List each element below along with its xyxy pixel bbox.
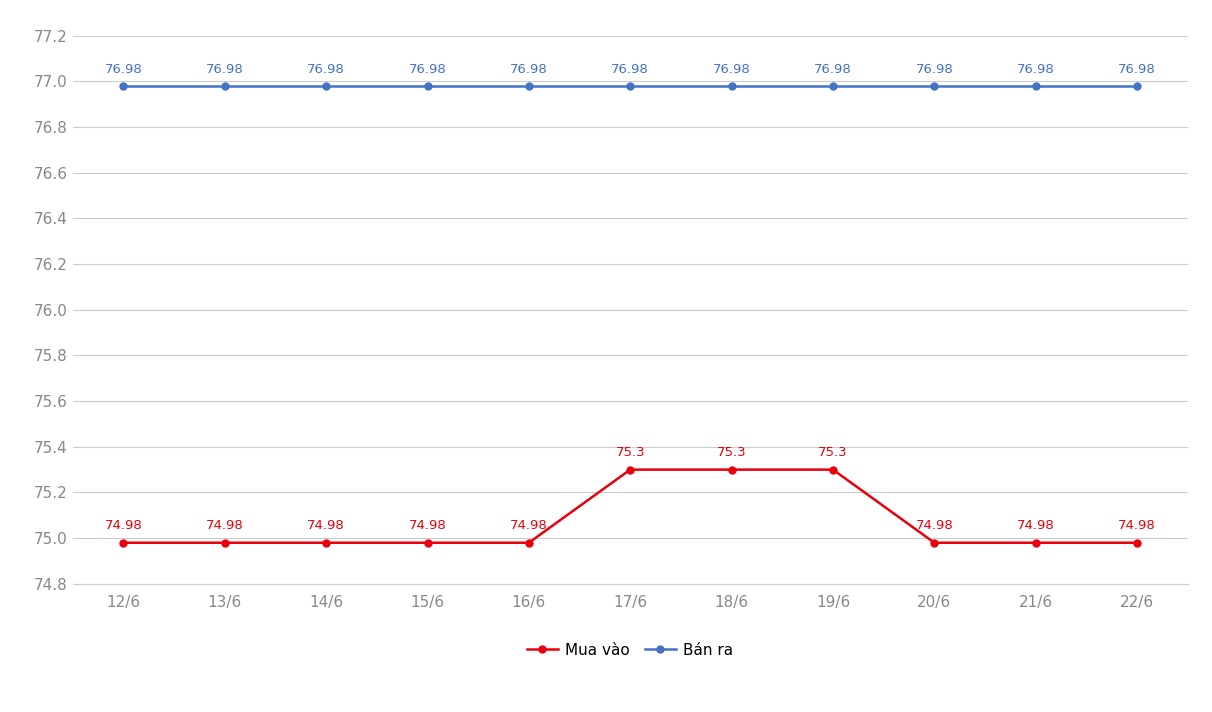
Text: 76.98: 76.98	[1119, 63, 1156, 75]
Text: 74.98: 74.98	[308, 520, 345, 533]
Text: 76.98: 76.98	[308, 63, 345, 75]
Text: 76.98: 76.98	[408, 63, 446, 75]
Text: 74.98: 74.98	[1119, 520, 1156, 533]
Text: 76.98: 76.98	[713, 63, 750, 75]
Text: 74.98: 74.98	[104, 520, 142, 533]
Text: 74.98: 74.98	[510, 520, 548, 533]
Legend: Mua vào, Bán ra: Mua vào, Bán ra	[521, 637, 739, 664]
Text: 76.98: 76.98	[915, 63, 953, 75]
Text: 76.98: 76.98	[814, 63, 852, 75]
Text: 75.3: 75.3	[616, 446, 645, 459]
Text: 76.98: 76.98	[206, 63, 244, 75]
Text: 74.98: 74.98	[1017, 520, 1054, 533]
Text: 75.3: 75.3	[818, 446, 847, 459]
Text: 76.98: 76.98	[1017, 63, 1054, 75]
Text: 76.98: 76.98	[104, 63, 142, 75]
Text: 74.98: 74.98	[915, 520, 953, 533]
Text: 76.98: 76.98	[611, 63, 650, 75]
Text: 76.98: 76.98	[510, 63, 548, 75]
Text: 75.3: 75.3	[716, 446, 747, 459]
Text: 74.98: 74.98	[408, 520, 446, 533]
Text: 74.98: 74.98	[206, 520, 244, 533]
